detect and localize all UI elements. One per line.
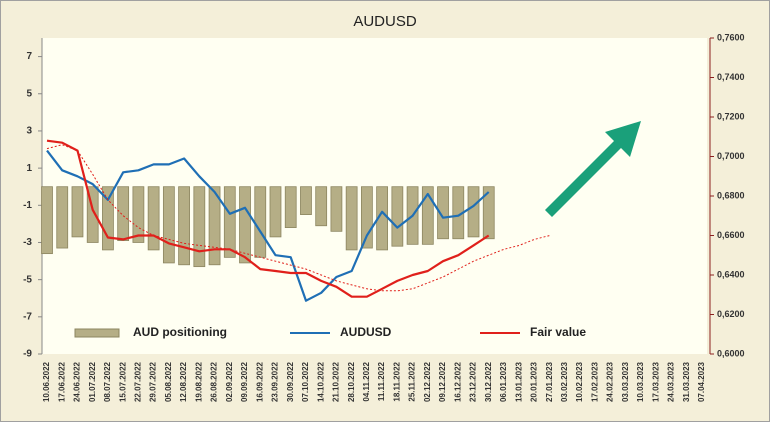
x-tick-label: 24.06.2022 — [73, 361, 82, 402]
y2-tick-label: 0,6200 — [717, 309, 745, 319]
bar — [193, 186, 206, 268]
y2-tick-label: 0,6800 — [717, 190, 745, 200]
x-tick-label: 04.11.2022 — [362, 361, 371, 401]
x-tick-label: 20.01.2023 — [530, 361, 539, 402]
y-tick-label: -9 — [23, 349, 32, 360]
x-tick-label: 05.08.2022 — [164, 361, 173, 402]
bar — [208, 186, 221, 266]
x-tick-label: 16.12.2022 — [453, 361, 462, 402]
x-tick-label: 19.08.2022 — [194, 361, 203, 402]
trend-arrow — [545, 121, 641, 217]
bar — [360, 186, 373, 249]
bar — [56, 186, 69, 249]
x-tick-label: 13.01.2023 — [514, 361, 523, 402]
x-tick-label: 01.07.2022 — [88, 361, 97, 402]
x-tick-label: 18.11.2022 — [392, 361, 401, 401]
line — [46, 149, 490, 302]
x-tick-label: 10.03.2023 — [636, 361, 645, 402]
x-tick-label: 14.10.2022 — [316, 361, 325, 402]
x-tick-label: 28.10.2022 — [347, 361, 356, 402]
y-tick-label: 1 — [26, 163, 32, 174]
x-tick-label: 30.09.2022 — [286, 361, 295, 402]
bar — [117, 186, 130, 242]
y-tick-label: -7 — [23, 311, 32, 322]
x-tick-label: 17.06.2022 — [57, 361, 66, 402]
x-tick-label: 26.08.2022 — [210, 361, 219, 402]
bar — [102, 186, 114, 251]
x-tick-label: 17.02.2023 — [590, 361, 599, 402]
bar — [421, 186, 434, 245]
y2-tick-label: 0,7200 — [717, 111, 745, 121]
y2-tick-label: 0,6000 — [717, 348, 745, 358]
bar — [147, 186, 160, 251]
x-tick-label: 16.09.2022 — [255, 361, 264, 402]
bar — [330, 186, 343, 232]
x-tick-label: 23.09.2022 — [271, 361, 280, 402]
bar — [269, 186, 282, 238]
x-tick-label: 03.02.2023 — [560, 361, 569, 402]
x-tick-label: 23.12.2022 — [469, 361, 478, 402]
x-tick-label: 02.12.2022 — [423, 361, 432, 402]
bar — [178, 186, 190, 266]
x-tick-label: 02.09.2022 — [225, 361, 234, 402]
y-tick-label: 7 — [26, 51, 32, 62]
x-tick-label: 17.03.2023 — [651, 361, 660, 402]
bar — [239, 186, 251, 264]
legend-label: AUDUSD — [340, 325, 392, 339]
x-tick-label: 12.08.2022 — [179, 361, 188, 402]
bar — [437, 186, 449, 240]
x-tick-label: 22.07.2022 — [134, 361, 143, 402]
bar — [345, 186, 358, 251]
y-tick-label: 5 — [26, 88, 32, 99]
bar — [315, 186, 328, 227]
y-tick-label: -5 — [23, 274, 32, 285]
line — [46, 139, 490, 298]
x-tick-label: 21.10.2022 — [332, 361, 341, 402]
y2-tick-label: 0,7600 — [717, 32, 745, 42]
x-tick-label: 24.03.2023 — [667, 361, 676, 402]
bar — [41, 186, 53, 255]
x-tick-label: 11.11.2022 — [377, 361, 386, 401]
y2-tick-label: 0,6400 — [717, 269, 745, 279]
bar — [223, 186, 236, 258]
bar — [86, 186, 99, 243]
y-tick-label: 3 — [26, 126, 32, 137]
x-tick-label: 15.07.2022 — [118, 361, 127, 402]
x-tick-label: 29.07.2022 — [149, 361, 158, 402]
y-tick-label: -3 — [23, 237, 32, 248]
bar — [482, 186, 495, 240]
x-tick-label: 09.12.2022 — [438, 361, 447, 402]
trend-line — [46, 144, 550, 292]
bar — [391, 186, 404, 247]
y-tick-label: -1 — [23, 200, 32, 211]
x-tick-label: 09.09.2022 — [240, 361, 249, 402]
bar — [467, 186, 480, 238]
y2-tick-label: 0,7000 — [717, 151, 745, 161]
bar — [254, 186, 267, 258]
x-tick-label: 10.06.2022 — [42, 361, 51, 402]
x-tick-label: 24.02.2023 — [606, 361, 615, 402]
bar — [71, 186, 84, 238]
chart-title: AUDUSD — [353, 13, 417, 30]
x-tick-label: 27.01.2023 — [545, 361, 554, 402]
y2-tick-label: 0,7400 — [717, 72, 745, 82]
x-tick-label: 07.04.2023 — [697, 361, 706, 402]
bar — [284, 186, 297, 229]
x-tick-label: 06.01.2023 — [499, 361, 508, 402]
bar — [132, 186, 145, 243]
legend-label: Fair value — [530, 325, 586, 339]
y2-tick-label: 0,6600 — [717, 230, 745, 240]
x-tick-label: 08.07.2022 — [103, 361, 112, 402]
x-tick-label: 31.03.2023 — [682, 361, 691, 402]
bar — [162, 186, 175, 264]
x-tick-label: 25.11.2022 — [408, 361, 417, 401]
x-tick-label: 30.12.2022 — [484, 361, 493, 402]
x-tick-label: 07.10.2022 — [301, 361, 310, 402]
bar — [300, 186, 312, 215]
x-tick-label: 03.03.2023 — [621, 361, 630, 402]
legend-label: AUD positioning — [133, 325, 227, 339]
x-tick-label: 10.02.2023 — [575, 361, 584, 402]
legend-swatch — [74, 328, 120, 338]
